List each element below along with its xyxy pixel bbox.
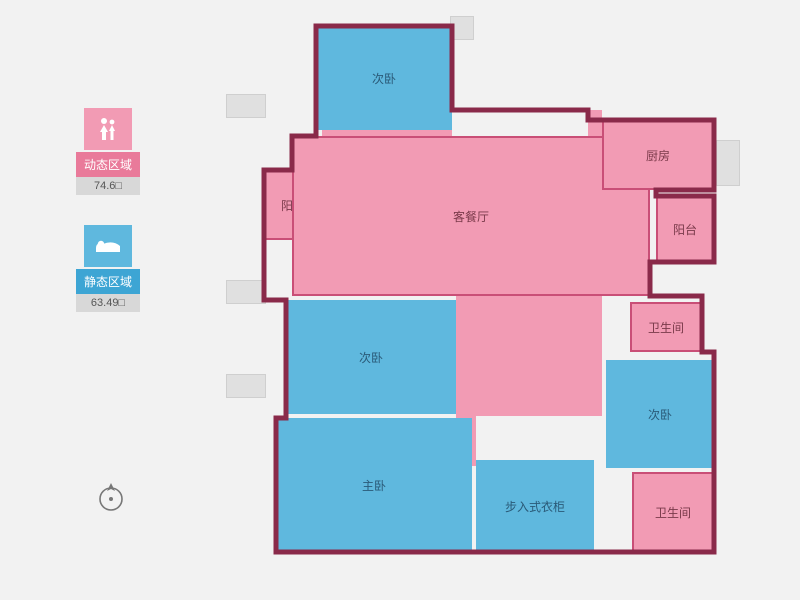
room-label: 厨房 [646, 147, 670, 164]
legend-dynamic-value: 74.6□ [76, 177, 140, 195]
room-closet: 步入式衣柜 [476, 460, 594, 552]
room-bedroom2-right: 次卧 [606, 360, 714, 468]
room-label: 次卧 [372, 70, 396, 87]
room-label: 客餐厅 [453, 208, 489, 225]
room-kitchen: 厨房 [602, 120, 714, 190]
living-extension [588, 110, 602, 136]
exterior-slab [226, 280, 266, 304]
room-label: 卫生间 [648, 319, 684, 336]
legend-dynamic: 动态区域 74.6□ [76, 108, 140, 195]
room-balcony-right: 阳台 [656, 196, 714, 262]
room-label: 卫生间 [655, 504, 691, 521]
compass-icon [94, 480, 128, 519]
room-label: 主卧 [362, 477, 386, 494]
room-bath1: 卫生间 [630, 302, 702, 352]
exterior-slab [226, 374, 266, 398]
floorplan: 次卧阳台客餐厅厨房阳台次卧卫生间次卧主卧步入式衣柜卫生间 [232, 20, 752, 580]
exterior-slab [716, 140, 740, 186]
legend-static-value: 63.49□ [76, 294, 140, 312]
room-bath2: 卫生间 [632, 472, 714, 552]
room-bedroom2-top: 次卧 [316, 26, 452, 130]
living-extension [456, 296, 602, 416]
room-label: 阳台 [673, 221, 697, 238]
exterior-slab [226, 94, 266, 118]
exterior-slab [450, 16, 474, 40]
room-master: 主卧 [276, 418, 472, 552]
room-bedroom2-mid: 次卧 [286, 300, 456, 414]
people-icon [84, 108, 132, 150]
legend: 动态区域 74.6□ 静态区域 63.49□ [76, 108, 140, 342]
room-living: 客餐厅 [292, 136, 650, 296]
legend-dynamic-label: 动态区域 [76, 152, 140, 177]
legend-static: 静态区域 63.49□ [76, 225, 140, 312]
legend-static-label: 静态区域 [76, 269, 140, 294]
room-label: 次卧 [648, 406, 672, 423]
sleep-icon [84, 225, 132, 267]
room-label: 次卧 [359, 349, 383, 366]
room-label: 步入式衣柜 [505, 498, 565, 515]
